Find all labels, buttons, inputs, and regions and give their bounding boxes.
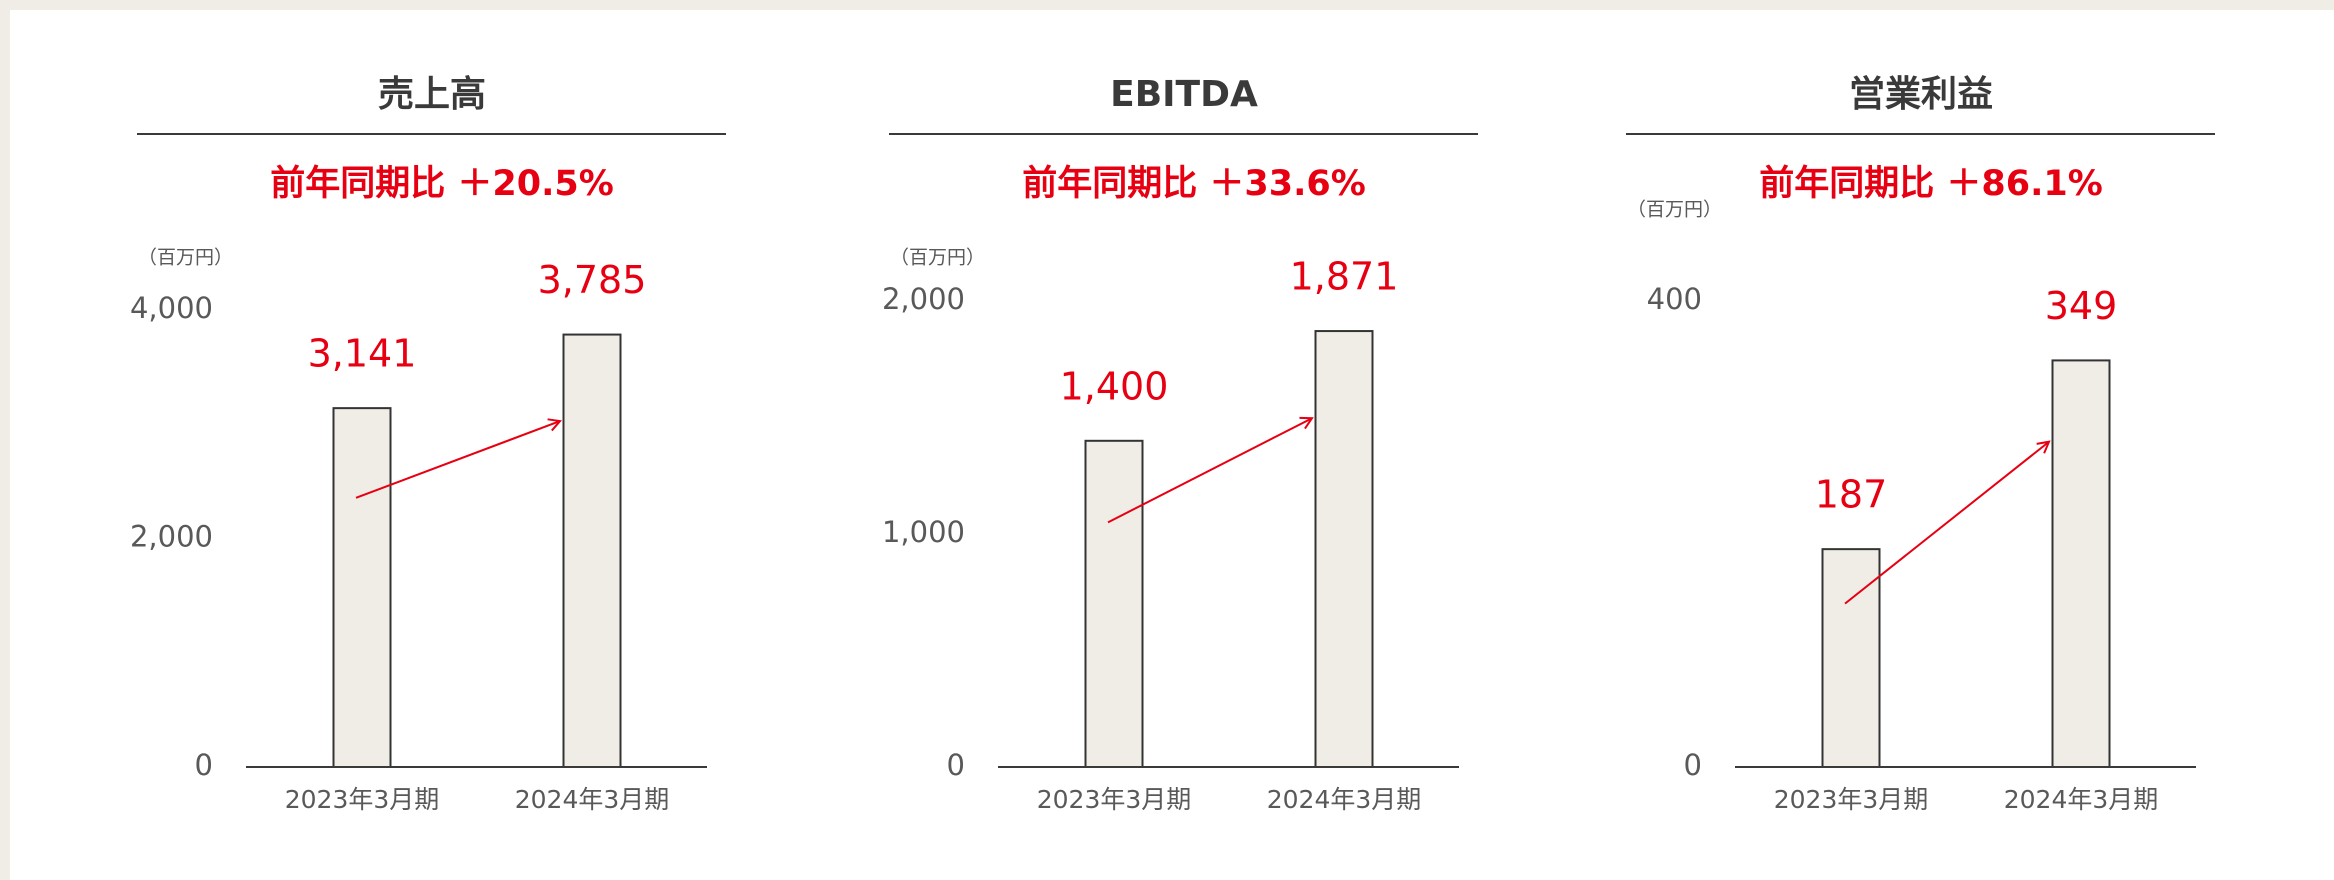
y-tick-label: 2,000 (130, 520, 213, 554)
x-tick-label: 2023年3月期 (1037, 785, 1192, 814)
x-tick-label: 2024年3月期 (2004, 785, 2159, 814)
subtitle: 前年同期比 ＋20.5% (270, 164, 614, 204)
y-tick-label: 4,000 (130, 291, 213, 325)
panel: 売上高前年同期比 ＋20.5% （百万円） 0 2,000 4,000 3,141 2023… (10, 10, 2334, 880)
unit-label: （百万円） (1627, 199, 1722, 221)
x-tick-label: 2023年3月期 (285, 785, 440, 814)
y-tick-label: 0 (947, 748, 965, 782)
x-tick-label: 2024年3月期 (515, 785, 670, 814)
chart-title: 売上高 (378, 74, 486, 115)
bar (2051, 359, 2111, 768)
unit-label: （百万円） (890, 247, 985, 269)
bar (332, 407, 392, 768)
value-label: 3,785 (538, 258, 647, 302)
y-tick-label: 400 (1647, 282, 1702, 316)
bar (1314, 330, 1374, 768)
value-label: 1,871 (1290, 255, 1399, 299)
value-label: 349 (2045, 284, 2118, 328)
subtitle: 前年同期比 ＋33.6% (1022, 164, 1366, 204)
y-tick-label: 1,000 (882, 515, 965, 549)
trend-arrow (1844, 442, 2049, 605)
subtitle: 前年同期比 ＋86.1% (1759, 164, 2103, 204)
x-tick-label: 2023年3月期 (1774, 785, 1929, 814)
value-label: 3,141 (308, 332, 417, 376)
trend-arrow (1107, 418, 1312, 524)
unit-label: （百万円） (138, 247, 233, 269)
y-tick-label: 2,000 (882, 282, 965, 316)
y-tick-label: 0 (195, 748, 213, 782)
chart-title: EBITDA (1110, 74, 1258, 115)
bar (1084, 439, 1144, 768)
x-tick-label: 2024年3月期 (1267, 785, 1422, 814)
value-label: 1,400 (1060, 364, 1169, 408)
trend-arrow (355, 421, 560, 499)
bar (562, 333, 622, 768)
chart-title: 営業利益 (1849, 74, 1993, 115)
value-label: 187 (1815, 473, 1888, 517)
y-tick-label: 0 (1684, 748, 1702, 782)
